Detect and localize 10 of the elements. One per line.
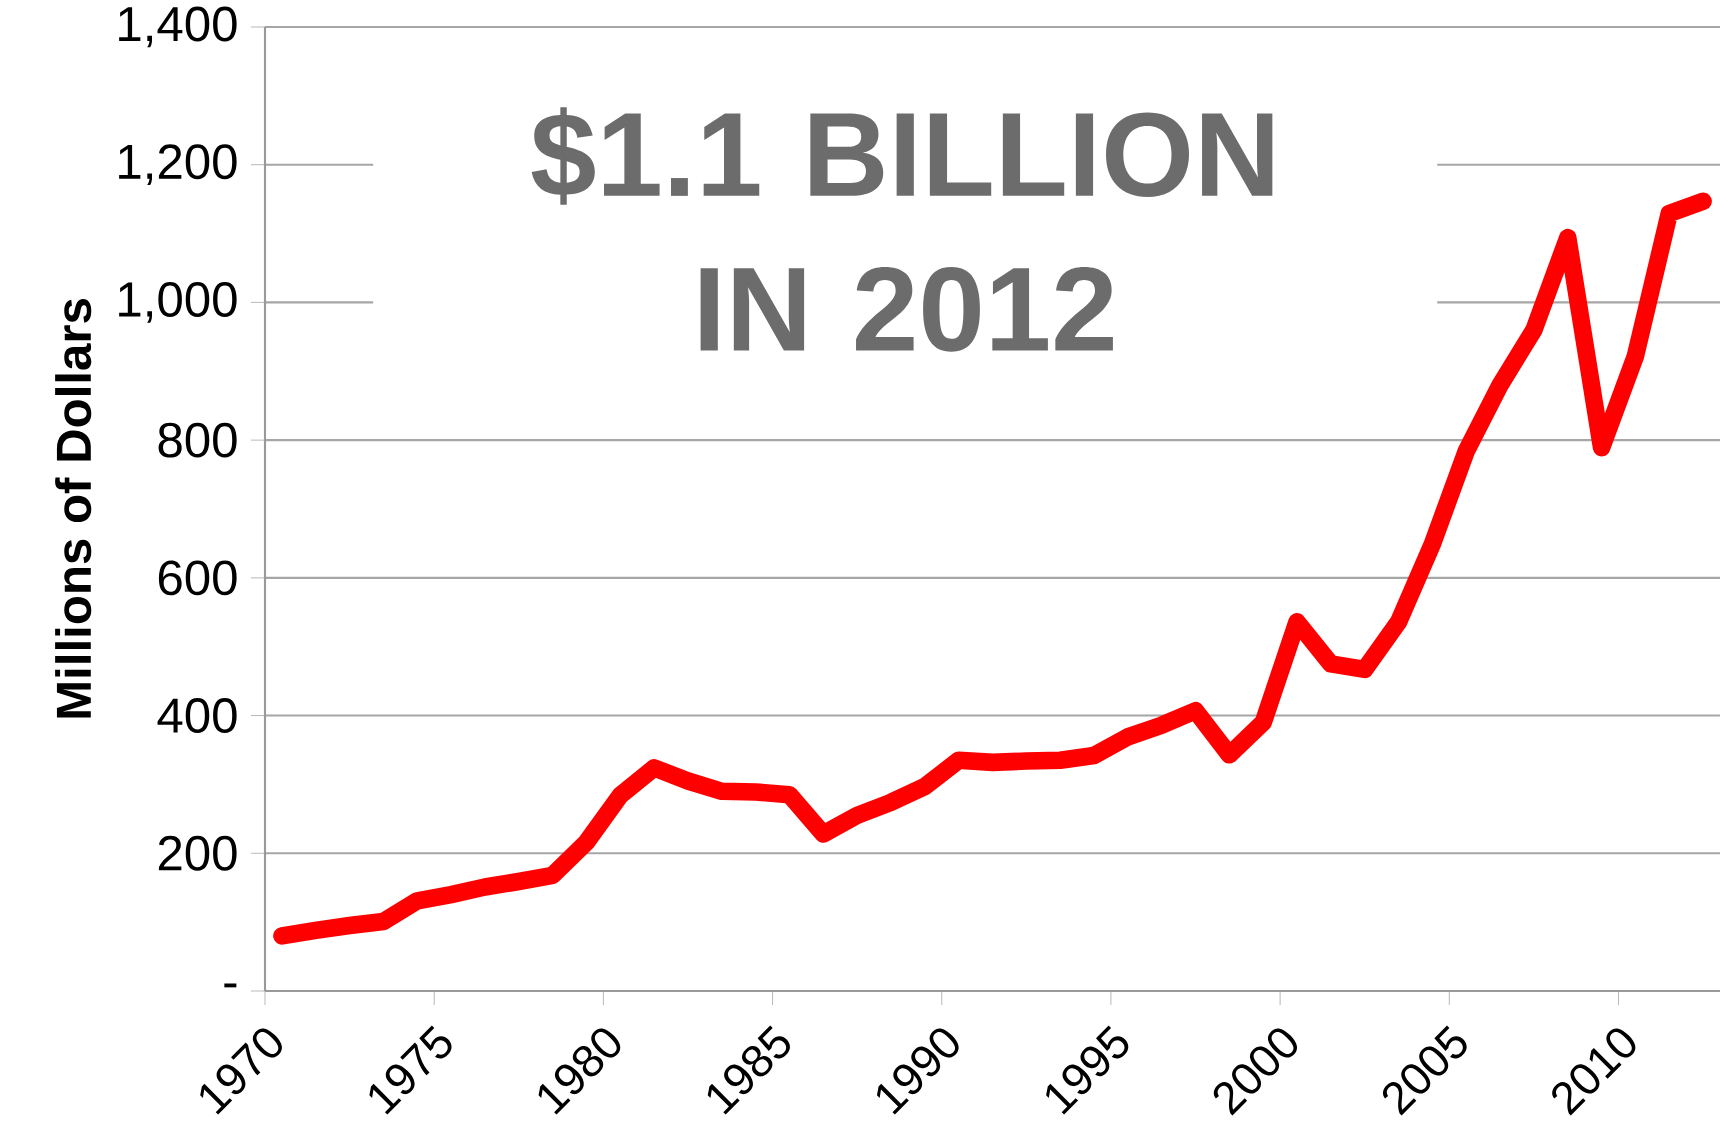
y-axis-title: Millions of Dollars — [55, 299, 92, 718]
y-tick-label: 800 — [158, 422, 237, 458]
y-tick-label: 1,400 — [119, 6, 237, 48]
y-tick-label: 400 — [157, 698, 237, 733]
y-tick-label: 1,200 — [119, 144, 237, 186]
y-tick-label: 1,000 — [119, 282, 237, 323]
annotation: $1.1 BILLION IN 2012 — [531, 107, 1273, 352]
y-tick-label: 600 — [158, 560, 237, 596]
y-tick-label: 200 — [158, 835, 237, 871]
y-tick-label: - — [224, 983, 237, 988]
